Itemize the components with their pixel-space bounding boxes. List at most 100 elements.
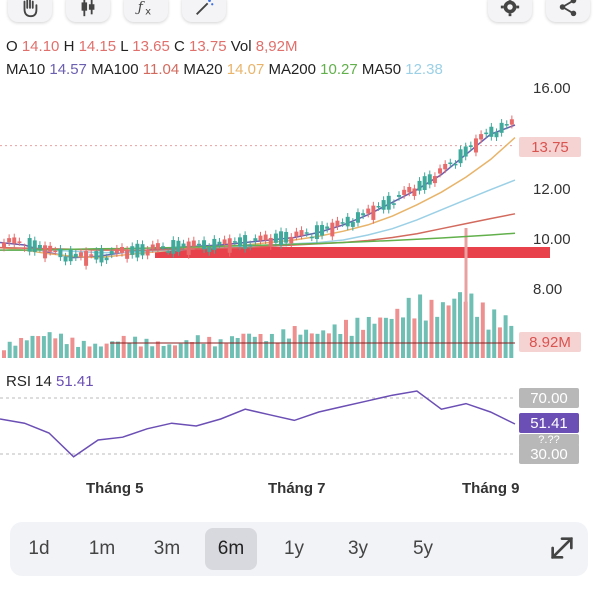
candle-icon[interactable]: [66, 0, 110, 22]
candle-body: [376, 205, 381, 208]
volume-bar: [423, 320, 428, 358]
candle-body: [366, 208, 371, 214]
candle-body: [284, 231, 289, 243]
candle-body: [279, 231, 284, 246]
candle-body: [114, 248, 119, 254]
candle-body: [504, 124, 509, 126]
range-1d-button[interactable]: 1d: [28, 538, 50, 559]
volume-bar: [64, 344, 69, 358]
candle-body: [253, 238, 258, 241]
close-value: 13.75: [189, 38, 227, 55]
volume-bar: [355, 317, 360, 358]
candle-body: [268, 237, 273, 247]
range-5y-button[interactable]: 5y: [412, 538, 434, 559]
rsi-value-tag: 51.41: [519, 413, 579, 433]
price-tick-label: 8.00: [533, 281, 563, 299]
volume-bar: [138, 346, 143, 358]
volume-bar: [486, 329, 491, 358]
volume-bar: [292, 326, 297, 358]
volume-bar: [366, 316, 371, 358]
range-6m-button[interactable]: 6m: [205, 528, 257, 570]
volume-bar: [218, 339, 223, 358]
candle-body: [12, 237, 17, 244]
rsi-legend: RSI 14 51.41: [6, 373, 94, 390]
candle-body: [314, 225, 319, 240]
volume-bar: [70, 337, 75, 358]
expand-icon[interactable]: [546, 532, 578, 564]
candle-body: [32, 240, 37, 252]
ma200-value: 10.27: [320, 61, 358, 78]
candle-body: [48, 245, 53, 252]
ma50-label: MA50: [361, 61, 402, 78]
candle-body: [448, 162, 453, 165]
candle-body: [422, 176, 427, 191]
volume-bar: [173, 345, 177, 358]
range-1m-button[interactable]: 1m: [88, 538, 116, 559]
volume-bar: [7, 341, 12, 358]
candle-body: [84, 251, 89, 266]
candle-body: [397, 194, 402, 197]
range-1y-button[interactable]: 1y: [283, 538, 305, 559]
candle-body: [135, 243, 140, 258]
hand-draw-icon[interactable]: [8, 0, 52, 22]
volume-bar: [76, 346, 81, 358]
candle-body: [330, 222, 335, 237]
stock-chart[interactable]: [0, 80, 600, 472]
rsi-level-70-tag: 70.00: [519, 388, 579, 408]
support-band: [155, 247, 550, 258]
settings-icon[interactable]: [488, 0, 532, 22]
candle-body: [386, 195, 391, 210]
candle-body: [222, 239, 227, 245]
candle-body: [340, 222, 345, 224]
volume-bar: [59, 333, 63, 358]
candle-body: [438, 168, 443, 174]
high-value: 14.15: [78, 38, 117, 55]
candle-body: [473, 138, 478, 153]
volume-bar: [349, 335, 354, 358]
volume-bar: [429, 299, 434, 358]
candle-body: [99, 248, 104, 263]
ma10-value: 14.57: [49, 61, 87, 78]
volume-bar: [458, 292, 462, 358]
volume-bar: [435, 316, 440, 358]
candle-body: [443, 163, 448, 170]
low-value: 13.65: [132, 38, 170, 55]
candle-body: [161, 246, 166, 248]
volume-value: 8,92M: [255, 38, 298, 55]
volume-bar: [372, 323, 377, 358]
volume-bar: [150, 346, 155, 358]
ma20-value: 14.07: [226, 61, 265, 78]
svg-text:x: x: [145, 6, 151, 17]
volume-bar: [309, 333, 314, 358]
volume-label: Vol: [230, 38, 252, 55]
range-3m-button[interactable]: 3m: [153, 538, 181, 559]
candle-body: [489, 126, 494, 137]
rsi-label: RSI 14: [6, 373, 52, 390]
candle-body: [350, 221, 355, 227]
volume-bar: [338, 333, 343, 358]
candle-body: [237, 237, 242, 247]
candle-body: [417, 180, 422, 191]
volume-bar: [252, 336, 257, 358]
volume-bar: [2, 350, 6, 358]
volume-bar: [36, 336, 41, 358]
candle-body: [186, 241, 191, 255]
rsi-line: [0, 390, 516, 458]
volume-bar: [258, 333, 263, 358]
candle-body: [89, 254, 94, 256]
volume-bar: [53, 338, 58, 358]
volume-bar: [178, 343, 183, 358]
magic-wand-icon[interactable]: [182, 0, 226, 22]
volume-bar: [116, 341, 120, 358]
ma20-label: MA20: [183, 61, 223, 78]
candle-body: [171, 240, 176, 254]
volume-bar: [24, 340, 29, 358]
volume-bar: [264, 341, 269, 358]
share-icon[interactable]: [546, 0, 590, 22]
rsi-value: 51.41: [56, 373, 94, 390]
volume-bar: [452, 298, 457, 358]
volume-bar: [298, 334, 303, 358]
range-3y-button[interactable]: 3y: [347, 538, 369, 559]
